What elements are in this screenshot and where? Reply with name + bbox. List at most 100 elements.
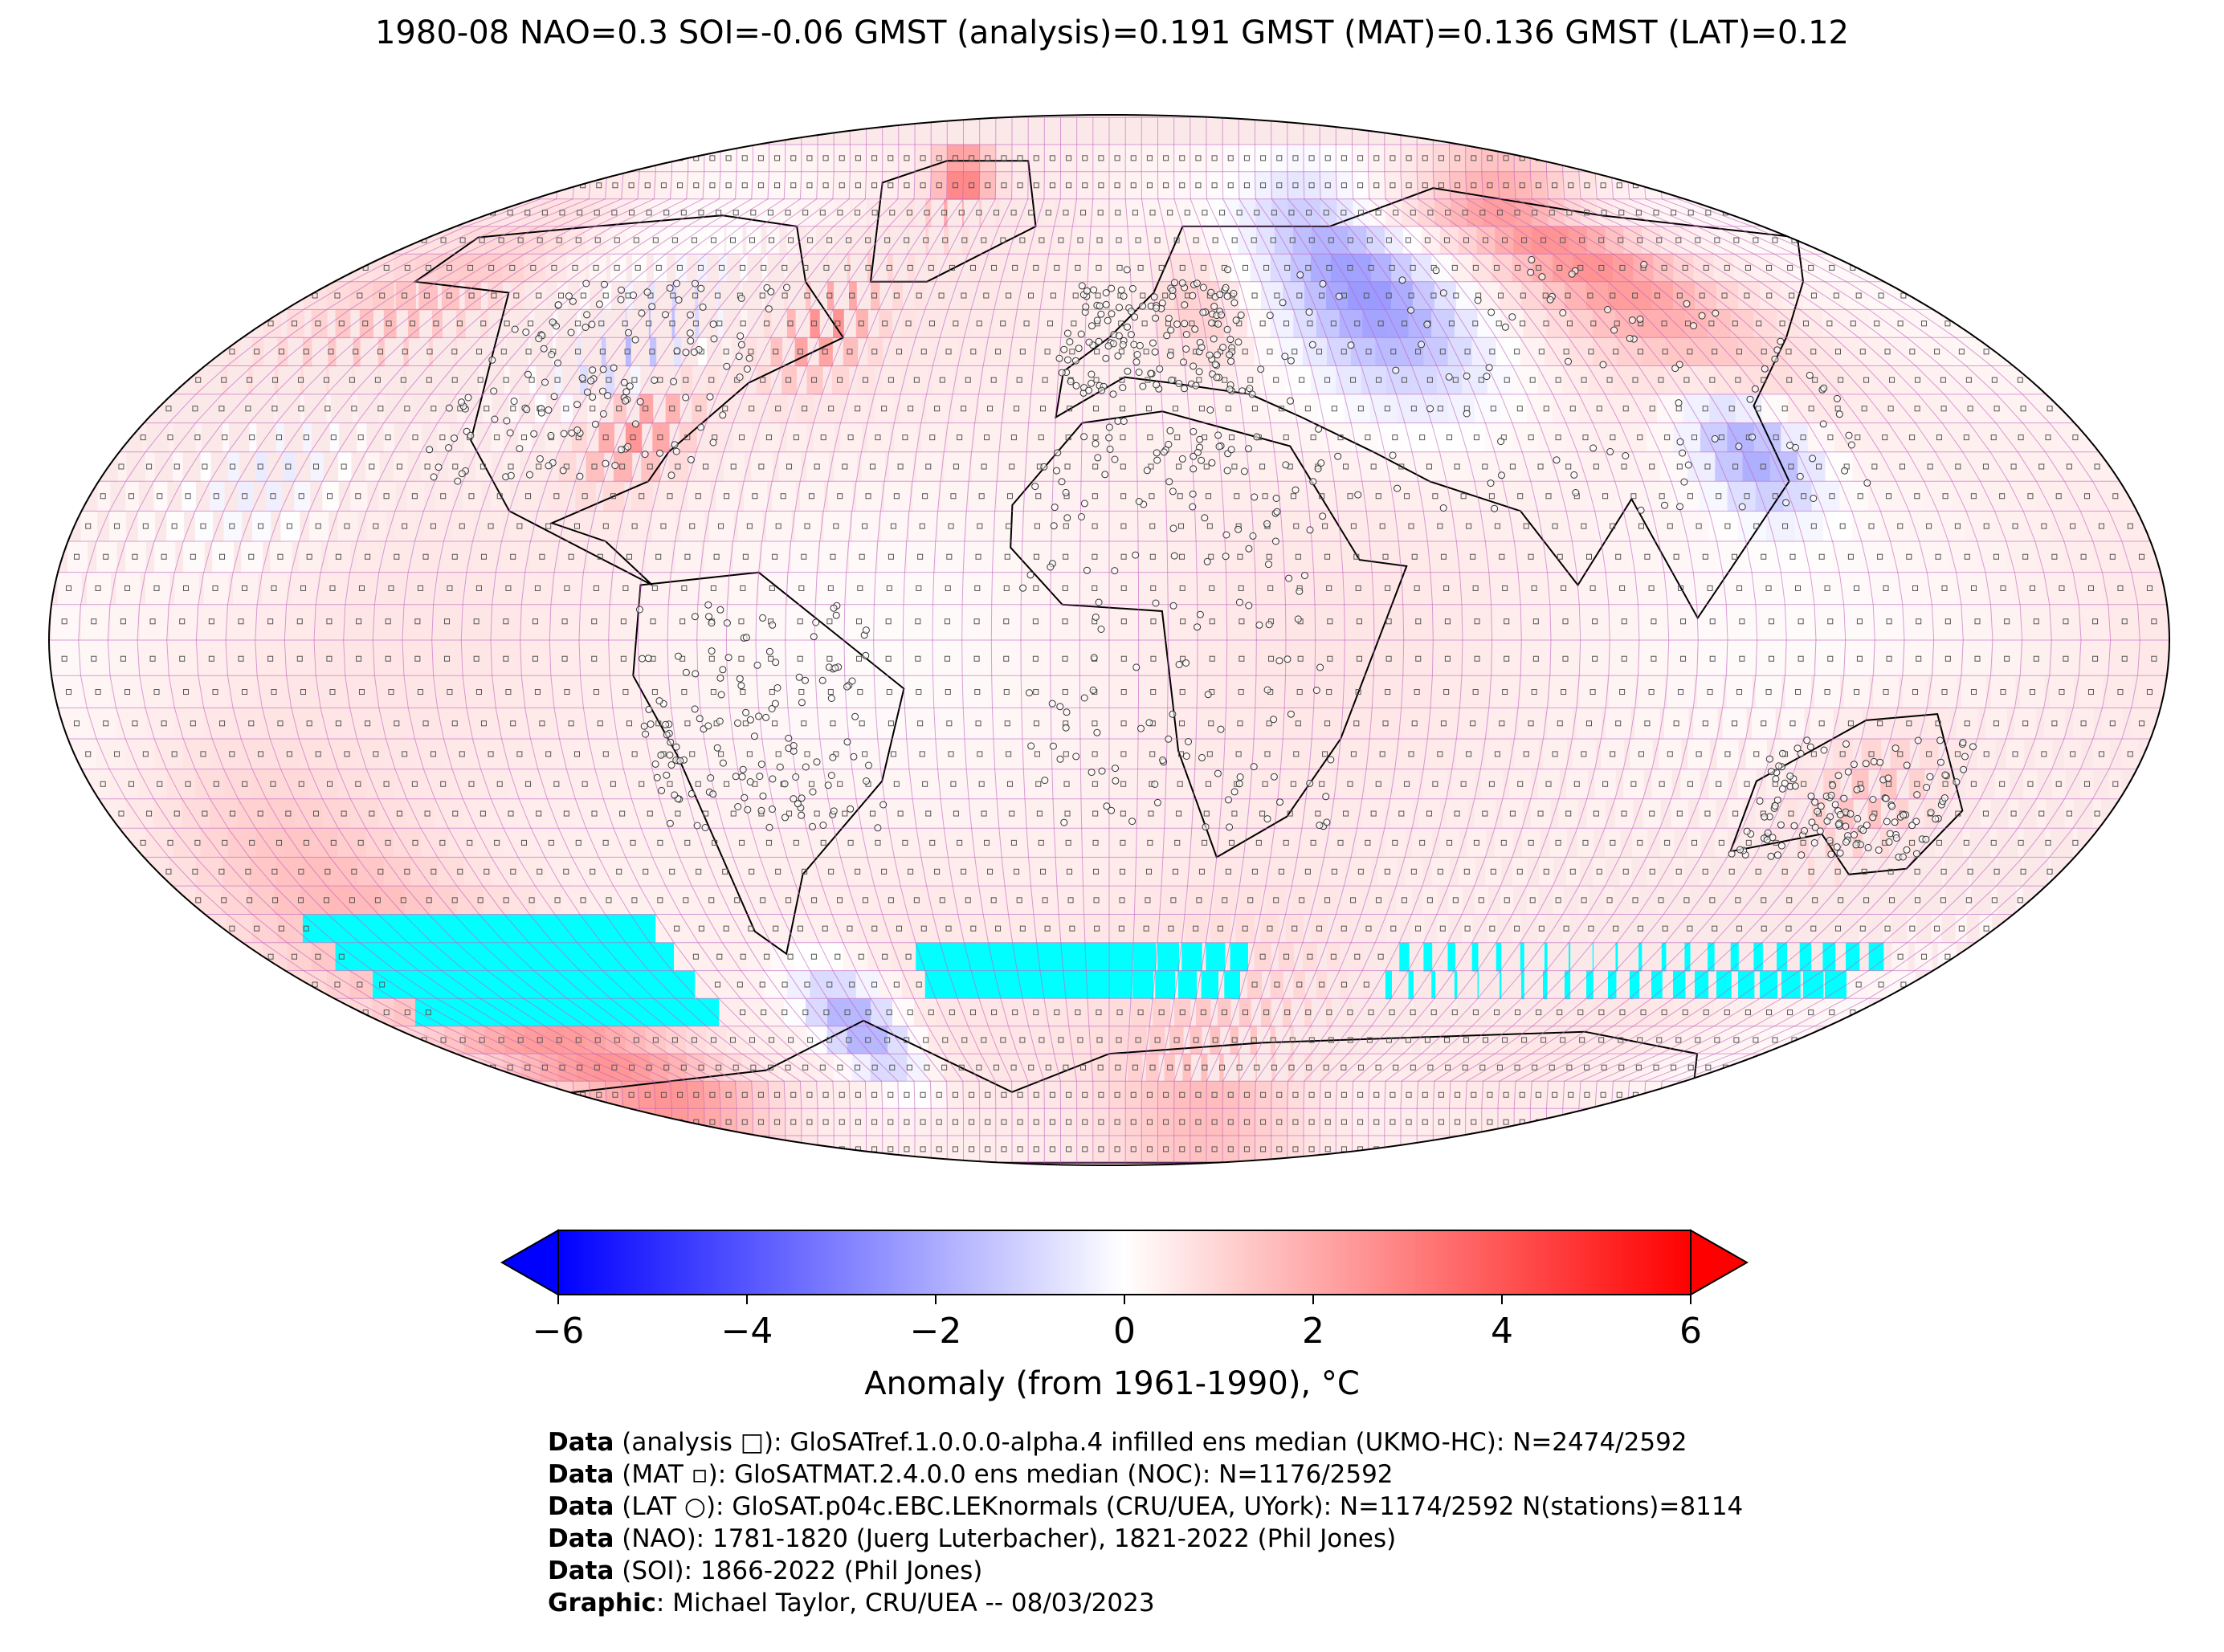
grid-cell bbox=[1329, 828, 1353, 859]
grid-cell bbox=[995, 1136, 1013, 1164]
grid-cell bbox=[404, 394, 412, 424]
grid-cell bbox=[1311, 914, 1328, 944]
grid-cell bbox=[1222, 171, 1240, 200]
grid-cell bbox=[1040, 309, 1062, 339]
grid-cell bbox=[1578, 1108, 1596, 1137]
grid-cell bbox=[1312, 541, 1344, 573]
grid-cell bbox=[1224, 970, 1240, 1000]
analysis-marker bbox=[1584, 1146, 1590, 1152]
grid-cell bbox=[882, 1162, 900, 1165]
grid-cell bbox=[222, 365, 228, 395]
grid-cell bbox=[953, 394, 976, 424]
grid-cell bbox=[688, 481, 711, 512]
grid-cell bbox=[435, 481, 453, 512]
grid-cell bbox=[153, 481, 168, 512]
grid-cell bbox=[1068, 254, 1089, 283]
grid-cell bbox=[403, 604, 433, 641]
grid-cell bbox=[932, 640, 964, 677]
grid-cell bbox=[932, 365, 954, 395]
grid-cell bbox=[1169, 1026, 1184, 1055]
grid-cell bbox=[1908, 828, 1916, 859]
grid-cell bbox=[1190, 1162, 1207, 1165]
grid-cell bbox=[504, 337, 506, 367]
grid-cell bbox=[2022, 857, 2024, 887]
grid-cell bbox=[1283, 738, 1310, 770]
grid-cell bbox=[504, 365, 510, 395]
grid-cell bbox=[741, 254, 748, 283]
analysis-marker bbox=[531, 155, 537, 161]
grid-cell bbox=[1134, 914, 1159, 944]
grid-cell bbox=[1722, 572, 1757, 606]
grid-cell bbox=[1088, 254, 1110, 283]
grid-cell bbox=[903, 604, 933, 641]
grid-cell bbox=[1678, 1081, 1693, 1110]
grid-cell bbox=[1190, 1026, 1202, 1055]
grid-cell bbox=[1137, 511, 1169, 543]
analysis-marker bbox=[1568, 1146, 1574, 1152]
grid-cell bbox=[310, 451, 324, 483]
grid-cell bbox=[632, 254, 647, 283]
grid-cell bbox=[924, 309, 941, 339]
analysis-marker bbox=[1503, 1146, 1509, 1152]
grid-cell bbox=[1341, 738, 1368, 770]
grid-cell bbox=[983, 914, 1014, 944]
grid-cell bbox=[1606, 708, 1631, 740]
grid-cell bbox=[1647, 857, 1659, 887]
grid-cell bbox=[912, 798, 945, 830]
grid-cell bbox=[1889, 970, 1916, 1000]
grid-cell bbox=[1713, 914, 1716, 944]
grid-cell bbox=[1247, 451, 1279, 483]
grid-cell bbox=[1449, 1136, 1467, 1164]
grid-cell bbox=[753, 144, 770, 173]
grid-cell bbox=[286, 604, 315, 641]
grid-cell bbox=[520, 640, 552, 677]
grid-cell bbox=[815, 198, 834, 227]
grid-cell bbox=[1990, 675, 2016, 709]
grid-cell bbox=[1394, 769, 1419, 800]
grid-cell bbox=[1613, 998, 1630, 1027]
grid-cell bbox=[1514, 541, 1549, 573]
grid-cell bbox=[1196, 738, 1225, 770]
grid-cell bbox=[559, 541, 585, 573]
grid-cell bbox=[1028, 1136, 1046, 1164]
grid-cell bbox=[1072, 226, 1090, 255]
grid-cell bbox=[1839, 886, 1841, 916]
grid-cell bbox=[806, 254, 808, 283]
grid-cell bbox=[866, 1136, 883, 1164]
grid-cell bbox=[1076, 198, 1092, 227]
grid-cell bbox=[1578, 1162, 1596, 1165]
grid-cell bbox=[1213, 394, 1245, 424]
grid-cell bbox=[751, 451, 773, 483]
grid-cell bbox=[1044, 1136, 1062, 1164]
grid-cell bbox=[654, 1081, 673, 1110]
grid-cell bbox=[818, 1136, 835, 1164]
analysis-marker bbox=[644, 1119, 651, 1125]
analysis-marker bbox=[1568, 155, 1574, 161]
grid-cell bbox=[1109, 708, 1140, 740]
grid-cell bbox=[964, 337, 985, 367]
grid-cell bbox=[2043, 708, 2065, 740]
grid-cell bbox=[504, 309, 512, 339]
grid-cell bbox=[1265, 886, 1287, 916]
grid-cell bbox=[806, 365, 823, 395]
grid-cell bbox=[374, 675, 410, 709]
grid-cell bbox=[1480, 769, 1504, 800]
grid-cell bbox=[1125, 1136, 1143, 1164]
grid-cell bbox=[1066, 998, 1090, 1027]
grid-cell bbox=[832, 1081, 851, 1110]
grid-cell bbox=[1239, 886, 1262, 916]
grid-cell bbox=[1553, 998, 1565, 1027]
grid-cell bbox=[1601, 738, 1625, 770]
grid-cell bbox=[1366, 511, 1400, 543]
grid-cell bbox=[1060, 942, 1088, 972]
grid-cell bbox=[1562, 914, 1570, 944]
grid-cell bbox=[1217, 998, 1231, 1027]
grid-cell bbox=[1834, 857, 1841, 887]
grid-cell bbox=[1270, 857, 1293, 887]
grid-cell bbox=[1451, 511, 1487, 543]
grid-cell bbox=[554, 708, 590, 740]
grid-cell bbox=[606, 171, 622, 200]
analysis-marker bbox=[677, 1146, 684, 1152]
grid-cell bbox=[796, 394, 815, 424]
grid-cell bbox=[648, 281, 655, 311]
